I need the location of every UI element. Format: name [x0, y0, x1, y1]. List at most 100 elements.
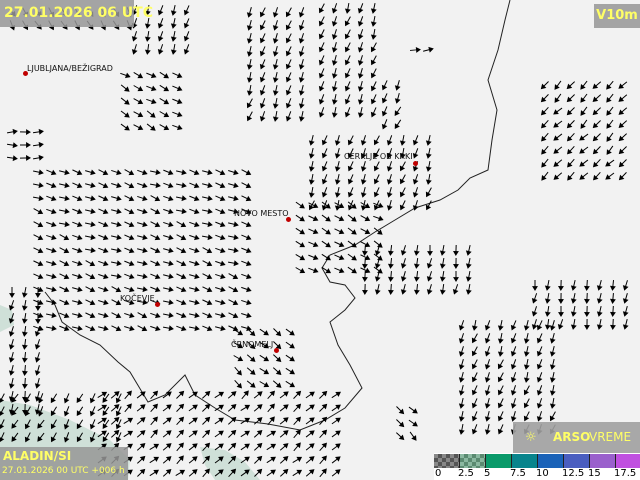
wind-arrow [32, 154, 44, 161]
legend-label: 7.5 [510, 468, 526, 479]
city-label: CERKLJE OB KRKI [344, 152, 413, 161]
wind-arrow [570, 280, 577, 291]
wind-arrow [21, 377, 28, 389]
wind-arrow [11, 393, 19, 403]
wind-arrow [394, 119, 402, 130]
wind-arrow [580, 106, 588, 116]
wind-arrow [35, 299, 41, 311]
model-run: 27.01.2026 00 UTC +006 h [2, 466, 125, 476]
wind-arrow [32, 128, 44, 135]
wind-arrow [387, 283, 394, 295]
wind-arrow [6, 142, 18, 149]
wind-arrow [394, 80, 401, 91]
wind-arrow [188, 417, 198, 425]
wind-arrow [85, 169, 96, 176]
wind-arrow [285, 72, 292, 83]
wind-arrow [33, 273, 44, 280]
wind-arrow [347, 161, 354, 172]
wind-arrow [98, 182, 109, 189]
wind-arrow [110, 404, 120, 412]
wind-arrow [373, 227, 383, 235]
wind-arrow [273, 354, 282, 363]
wind-arrow [425, 160, 432, 172]
wind-arrow [150, 221, 161, 228]
wind-arrow [246, 7, 253, 18]
wind-arrow [272, 46, 279, 57]
wind-arrow [298, 98, 305, 109]
wind-arrow [592, 81, 602, 89]
wind-arrow [305, 456, 315, 464]
wind-arrow [241, 195, 252, 202]
wind-arrow [32, 195, 44, 202]
wind-arrow [553, 172, 563, 180]
wind-arrow [111, 247, 122, 254]
wind-arrow [162, 404, 172, 412]
wind-arrow [360, 200, 367, 211]
wind-arrow [331, 42, 338, 53]
wind-arrow [24, 432, 31, 443]
legend-label: 15 [588, 468, 601, 479]
wind-arrow [381, 93, 388, 104]
wind-arrow [202, 208, 213, 215]
wind-arrow [214, 391, 225, 399]
wind-arrow [111, 299, 122, 306]
wind-arrow [150, 390, 159, 399]
wind-arrow [360, 161, 367, 172]
wind-arrow [361, 244, 368, 256]
wind-arrow [408, 406, 418, 414]
wind-arrow [124, 286, 135, 293]
wind-arrow [246, 380, 256, 388]
wind-arrow [58, 208, 70, 215]
wind-arrow [189, 208, 200, 215]
brand-bold: ARSO [553, 430, 591, 444]
wind-arrow [266, 430, 277, 438]
wind-arrow [279, 430, 289, 438]
wind-arrow [59, 299, 70, 306]
wind-arrow [233, 328, 244, 336]
wind-arrow [188, 443, 198, 451]
wind-arrow [11, 432, 19, 442]
wind-arrow [321, 148, 328, 159]
wind-arrow [566, 94, 575, 103]
wind-arrow [115, 432, 122, 443]
wind-arrow [227, 247, 239, 254]
wind-arrow [246, 111, 253, 122]
wind-arrow [344, 81, 351, 92]
wind-arrow [228, 468, 237, 477]
wind-arrow [59, 182, 70, 189]
wind-arrow [72, 234, 83, 241]
wind-arrow [308, 228, 319, 235]
wind-arrow [347, 148, 354, 159]
wind-arrow [76, 432, 84, 443]
wind-arrow [579, 146, 589, 154]
wind-arrow [497, 411, 504, 422]
wind-arrow [541, 145, 549, 155]
wind-arrow [241, 286, 252, 293]
wind-arrow [188, 456, 198, 464]
wind-arrow [46, 221, 57, 228]
wind-arrow [63, 432, 70, 443]
wind-arrow [536, 346, 543, 357]
wind-arrow [136, 404, 146, 412]
wind-arrow [33, 234, 44, 241]
wind-arrow [241, 390, 249, 400]
wind-arrow [381, 119, 388, 130]
wind-arrow [347, 201, 357, 209]
wind-arrow [254, 455, 263, 464]
wind-arrow [279, 417, 289, 425]
wind-arrow [163, 260, 174, 267]
wind-arrow [202, 416, 211, 425]
wind-speed-legend: 0 2.5 5 7.5 10 12.5 15 17.5 [434, 453, 640, 480]
city-label: ČRNOMELJ [231, 340, 274, 349]
wind-arrow [285, 328, 295, 336]
wind-arrow [215, 273, 226, 280]
wind-arrow [331, 94, 338, 105]
wind-arrow [0, 419, 5, 429]
wind-arrow [523, 333, 530, 344]
wind-arrow [176, 442, 184, 452]
wind-arrow [228, 208, 239, 215]
wind-arrow [133, 98, 144, 105]
wind-arrow [523, 320, 530, 331]
wind-arrow [20, 142, 31, 148]
wind-arrow [259, 354, 270, 362]
